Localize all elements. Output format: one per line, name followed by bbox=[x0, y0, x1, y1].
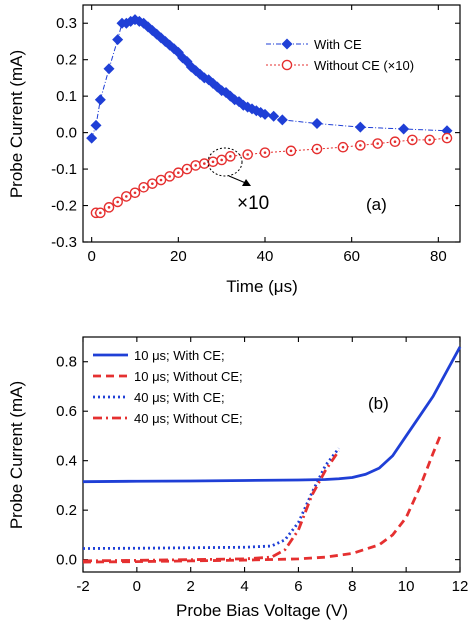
legend-label: With CE bbox=[314, 37, 362, 52]
data-point-center bbox=[116, 200, 119, 204]
data-point-center bbox=[159, 178, 163, 182]
panel-b-legend: 10 μs; With CE; 10 μs; Without CE; 40 μs; … bbox=[93, 348, 243, 426]
data-point-diamond bbox=[90, 119, 102, 131]
legend-marker bbox=[281, 59, 293, 71]
data-point-center bbox=[246, 153, 249, 156]
data-point-diamond bbox=[281, 38, 293, 50]
data-point-diamond bbox=[354, 121, 366, 133]
x-tick-label: 20 bbox=[170, 248, 187, 265]
annotation-ellipse bbox=[207, 147, 243, 177]
data-point-diamond bbox=[94, 94, 106, 106]
y-tick-label: 0.8 bbox=[56, 354, 77, 371]
y-tick-label: 0.4 bbox=[56, 453, 77, 470]
data-point-center bbox=[220, 158, 223, 162]
panel-b: -2 0 2 4 6 8 10 12 0.0 0.2 0.4 0.6 0.8 Probe Bias Vo… bbox=[7, 336, 469, 620]
panel-a-frame bbox=[82, 4, 461, 243]
data-point-center bbox=[151, 182, 154, 185]
y-tick-label: -0.2 bbox=[51, 198, 77, 215]
data-point-center bbox=[341, 145, 345, 149]
data-point-center bbox=[194, 164, 197, 167]
data-point-center bbox=[99, 211, 102, 215]
annotation-arrowhead bbox=[242, 179, 251, 186]
x-tick-label: 10 bbox=[398, 578, 415, 595]
x-tick-label: 6 bbox=[294, 578, 302, 595]
x-tick-label: -2 bbox=[76, 578, 89, 595]
panel-a-xlabel: Time (μs) bbox=[226, 277, 298, 296]
data-point-diamond bbox=[112, 34, 124, 46]
panel-a: 0 20 40 60 80 -0.3 -0.2 -0.1 0.0 0.1 0.2 0.3 Time (… bbox=[7, 4, 461, 296]
data-point-diamond bbox=[86, 132, 98, 144]
legend-label: 40 μs; With CE; bbox=[134, 390, 225, 405]
series-line bbox=[82, 450, 340, 563]
y-tick-label: 0.6 bbox=[56, 403, 77, 420]
annotation: ×10 bbox=[207, 147, 269, 214]
x-tick-label: 0 bbox=[133, 578, 141, 595]
legend-label: 10 μs; Without CE; bbox=[134, 369, 243, 384]
panel-a-ylabel: Probe Current (mA) bbox=[7, 50, 26, 198]
data-point-center bbox=[229, 155, 232, 158]
x-tick-label: 80 bbox=[430, 248, 447, 265]
series-line bbox=[91, 19, 448, 139]
annotation-text: ×10 bbox=[237, 193, 269, 214]
data-point-center bbox=[177, 171, 180, 175]
y-tick-label: 0.0 bbox=[56, 125, 77, 142]
legend-label: 10 μs; With CE; bbox=[134, 348, 225, 363]
x-tick-label: 60 bbox=[343, 248, 360, 265]
data-point-diamond bbox=[259, 108, 271, 120]
data-point-diamond bbox=[268, 110, 280, 122]
data-point-center bbox=[359, 144, 362, 147]
data-point-diamond bbox=[103, 63, 115, 75]
data-point-center bbox=[133, 191, 137, 195]
x-tick-label: 0 bbox=[87, 248, 95, 265]
data-point-center bbox=[315, 147, 319, 151]
data-point-center bbox=[428, 138, 431, 142]
data-point-diamond bbox=[276, 114, 288, 126]
y-tick-label: -0.3 bbox=[51, 234, 77, 251]
data-point-diamond bbox=[441, 125, 453, 137]
data-point-center bbox=[142, 186, 145, 189]
y-tick-label: 0.2 bbox=[56, 502, 77, 519]
y-tick-label: 0.2 bbox=[56, 52, 77, 69]
y-tick-label: 0.1 bbox=[56, 88, 77, 105]
panel-b-ylabel: Probe Current (mA) bbox=[7, 381, 26, 529]
panel-b-frame bbox=[82, 336, 461, 573]
y-tick-label: -0.1 bbox=[51, 161, 77, 178]
data-point-center bbox=[376, 142, 379, 145]
y-tick-label: 0.3 bbox=[56, 15, 77, 32]
data-point-center bbox=[393, 140, 397, 144]
panel-a-legend: With CE Without CE (×10) bbox=[266, 37, 414, 73]
legend-label: Without CE (×10) bbox=[314, 58, 414, 73]
series-line bbox=[82, 432, 443, 564]
x-tick-label: 12 bbox=[452, 578, 469, 595]
panel-b-label: (b) bbox=[368, 394, 389, 413]
data-point-center bbox=[445, 136, 449, 140]
x-tick-label: 8 bbox=[348, 578, 356, 595]
panel-a-label: (a) bbox=[366, 195, 387, 214]
x-tick-label: 40 bbox=[257, 248, 274, 265]
data-point-center bbox=[289, 149, 293, 153]
legend-label: 40 μs; Without CE; bbox=[134, 411, 243, 426]
data-point-center bbox=[185, 167, 189, 171]
data-point-center bbox=[211, 160, 215, 164]
data-point-center bbox=[107, 206, 111, 209]
y-tick-label: 0.0 bbox=[56, 552, 77, 569]
data-point-center bbox=[203, 162, 206, 165]
panel-b-xlabel: Probe Bias Voltage (V) bbox=[176, 601, 348, 620]
data-point-center bbox=[263, 151, 267, 154]
data-point-center bbox=[125, 195, 128, 198]
data-point-diamond bbox=[311, 118, 323, 129]
x-tick-label: 2 bbox=[187, 578, 195, 595]
data-point-center bbox=[168, 175, 171, 178]
series-line bbox=[82, 447, 340, 550]
data-point-diamond bbox=[398, 123, 410, 135]
series-line bbox=[82, 346, 462, 484]
series-line bbox=[96, 137, 448, 214]
x-tick-label: 4 bbox=[240, 578, 248, 595]
data-point-center bbox=[411, 138, 414, 142]
